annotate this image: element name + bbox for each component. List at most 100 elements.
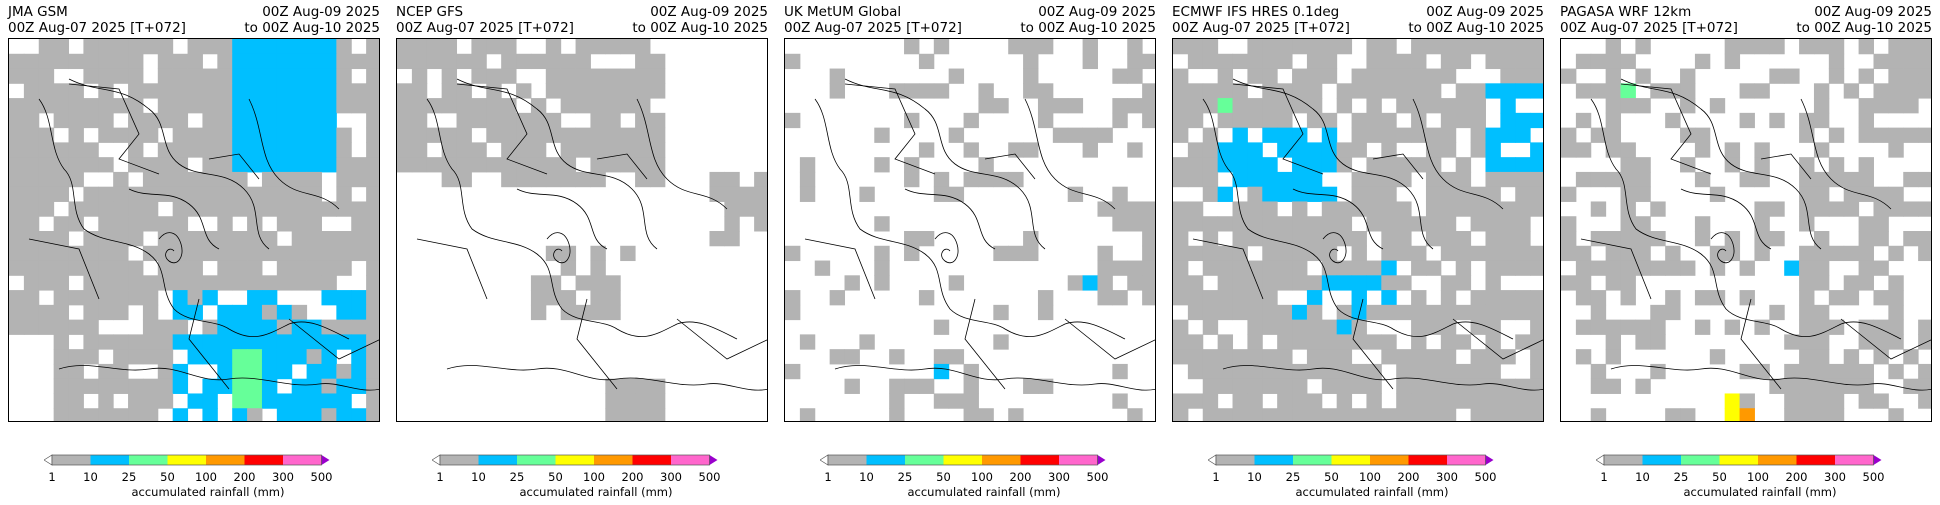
colorbar-tick-label: 300 [1436, 470, 1458, 484]
rain-cell [1277, 408, 1293, 421]
rain-cell [1888, 127, 1904, 143]
rain-cell [1173, 157, 1189, 173]
valid-from: 00Z Aug-09 2025 [1814, 4, 1932, 20]
rain-cell [1605, 83, 1622, 99]
rain-cell [1037, 98, 1054, 114]
rain-cell [98, 98, 114, 114]
rain-cell [1306, 216, 1323, 232]
rain-cell [53, 363, 70, 380]
colorbar-segment [594, 455, 633, 465]
rain-cell [1321, 157, 1338, 173]
rain-cell [1530, 363, 1543, 380]
rain-cell [1396, 216, 1412, 232]
rain-cell [1173, 231, 1189, 247]
rain-cell [53, 304, 70, 321]
rain-cell [38, 142, 55, 158]
rain-cell [1724, 319, 1741, 335]
rain-cell [53, 171, 70, 188]
rain-cell [1858, 334, 1874, 350]
rain-cell [351, 171, 367, 188]
rain-cell [366, 68, 379, 84]
rain-cell [23, 171, 40, 188]
rain-cell [933, 349, 950, 365]
rain-cell [53, 231, 70, 247]
colorbar-over-arrow [709, 455, 718, 465]
rain-cell [23, 53, 40, 70]
rain-cell [113, 408, 129, 421]
rain-cell [1336, 142, 1353, 158]
rain-cell [98, 127, 114, 143]
rain-cell [1247, 201, 1263, 217]
colorbar-tick-label: 500 [1086, 470, 1109, 484]
rain-cell [471, 142, 487, 158]
rain-cell [53, 245, 70, 262]
rain-cell [1366, 98, 1382, 114]
rain-cell [1500, 408, 1516, 421]
rain-cell [1247, 378, 1263, 394]
rain-cell [83, 142, 99, 158]
rain-cell [1635, 378, 1651, 394]
colorbar-tick-label: 200 [621, 470, 644, 484]
rain-cell [1262, 186, 1278, 202]
rain-cell [1187, 83, 1204, 99]
rain-cell [1739, 393, 1755, 409]
rain-cell [1023, 378, 1039, 394]
rain-cell [1067, 127, 1084, 143]
rain-cell [83, 186, 99, 202]
rain-cell [1515, 201, 1531, 217]
rain-cell [366, 157, 379, 173]
rain-cell [1232, 83, 1248, 99]
rain-cell [142, 245, 159, 262]
rain-cell [590, 275, 606, 291]
rain-cell [1500, 68, 1516, 84]
rain-cell [1813, 245, 1830, 262]
rain-cell [351, 304, 367, 321]
rain-cell [351, 245, 367, 262]
rain-cell [1873, 231, 1889, 247]
rain-cell [1366, 408, 1382, 421]
rain-cell [291, 98, 308, 114]
rain-cell [1232, 290, 1248, 306]
rain-cell [1754, 201, 1770, 217]
rain-cell [1217, 275, 1234, 291]
rain-cell [202, 378, 218, 394]
rain-cell [38, 98, 55, 114]
rain-cell [1650, 334, 1666, 350]
rain-cell [187, 260, 203, 276]
rain-cell [9, 186, 25, 202]
rain-cell [1680, 408, 1696, 421]
rain-cell [1173, 319, 1189, 335]
rain-cell [202, 245, 218, 262]
rain-cell [336, 231, 352, 247]
rain-cell [1396, 68, 1412, 84]
rain-cell [276, 157, 293, 173]
rain-cell [1396, 83, 1412, 99]
rain-cell [1590, 53, 1607, 70]
boundary-line [416, 83, 767, 390]
rain-cell [411, 112, 428, 129]
rain-cell [53, 53, 70, 70]
rain-cell [1799, 171, 1815, 188]
rain-cell [1470, 83, 1486, 99]
rain-cell [276, 68, 293, 84]
rain-cell [261, 127, 278, 143]
colorbar-segment [982, 455, 1021, 465]
rain-cell [1575, 53, 1592, 70]
rain-cell [1440, 171, 1457, 188]
rain-cell [321, 53, 337, 70]
rain-cell [1127, 216, 1143, 232]
colorbar-segment [517, 455, 556, 465]
rain-cell [306, 112, 322, 129]
rain-cell [1515, 112, 1531, 129]
rain-cell [261, 142, 278, 158]
colorbar-tick-label: 1 [48, 470, 56, 484]
rain-cell [1381, 349, 1397, 365]
rain-cell [306, 127, 322, 143]
rain-cell [1605, 260, 1622, 276]
rain-cell [1425, 201, 1442, 217]
rain-cell [1411, 83, 1427, 99]
rain-cell [1396, 98, 1412, 114]
rain-cell [1023, 68, 1039, 84]
colorbar-segment [52, 455, 91, 465]
rain-cell [545, 83, 562, 99]
